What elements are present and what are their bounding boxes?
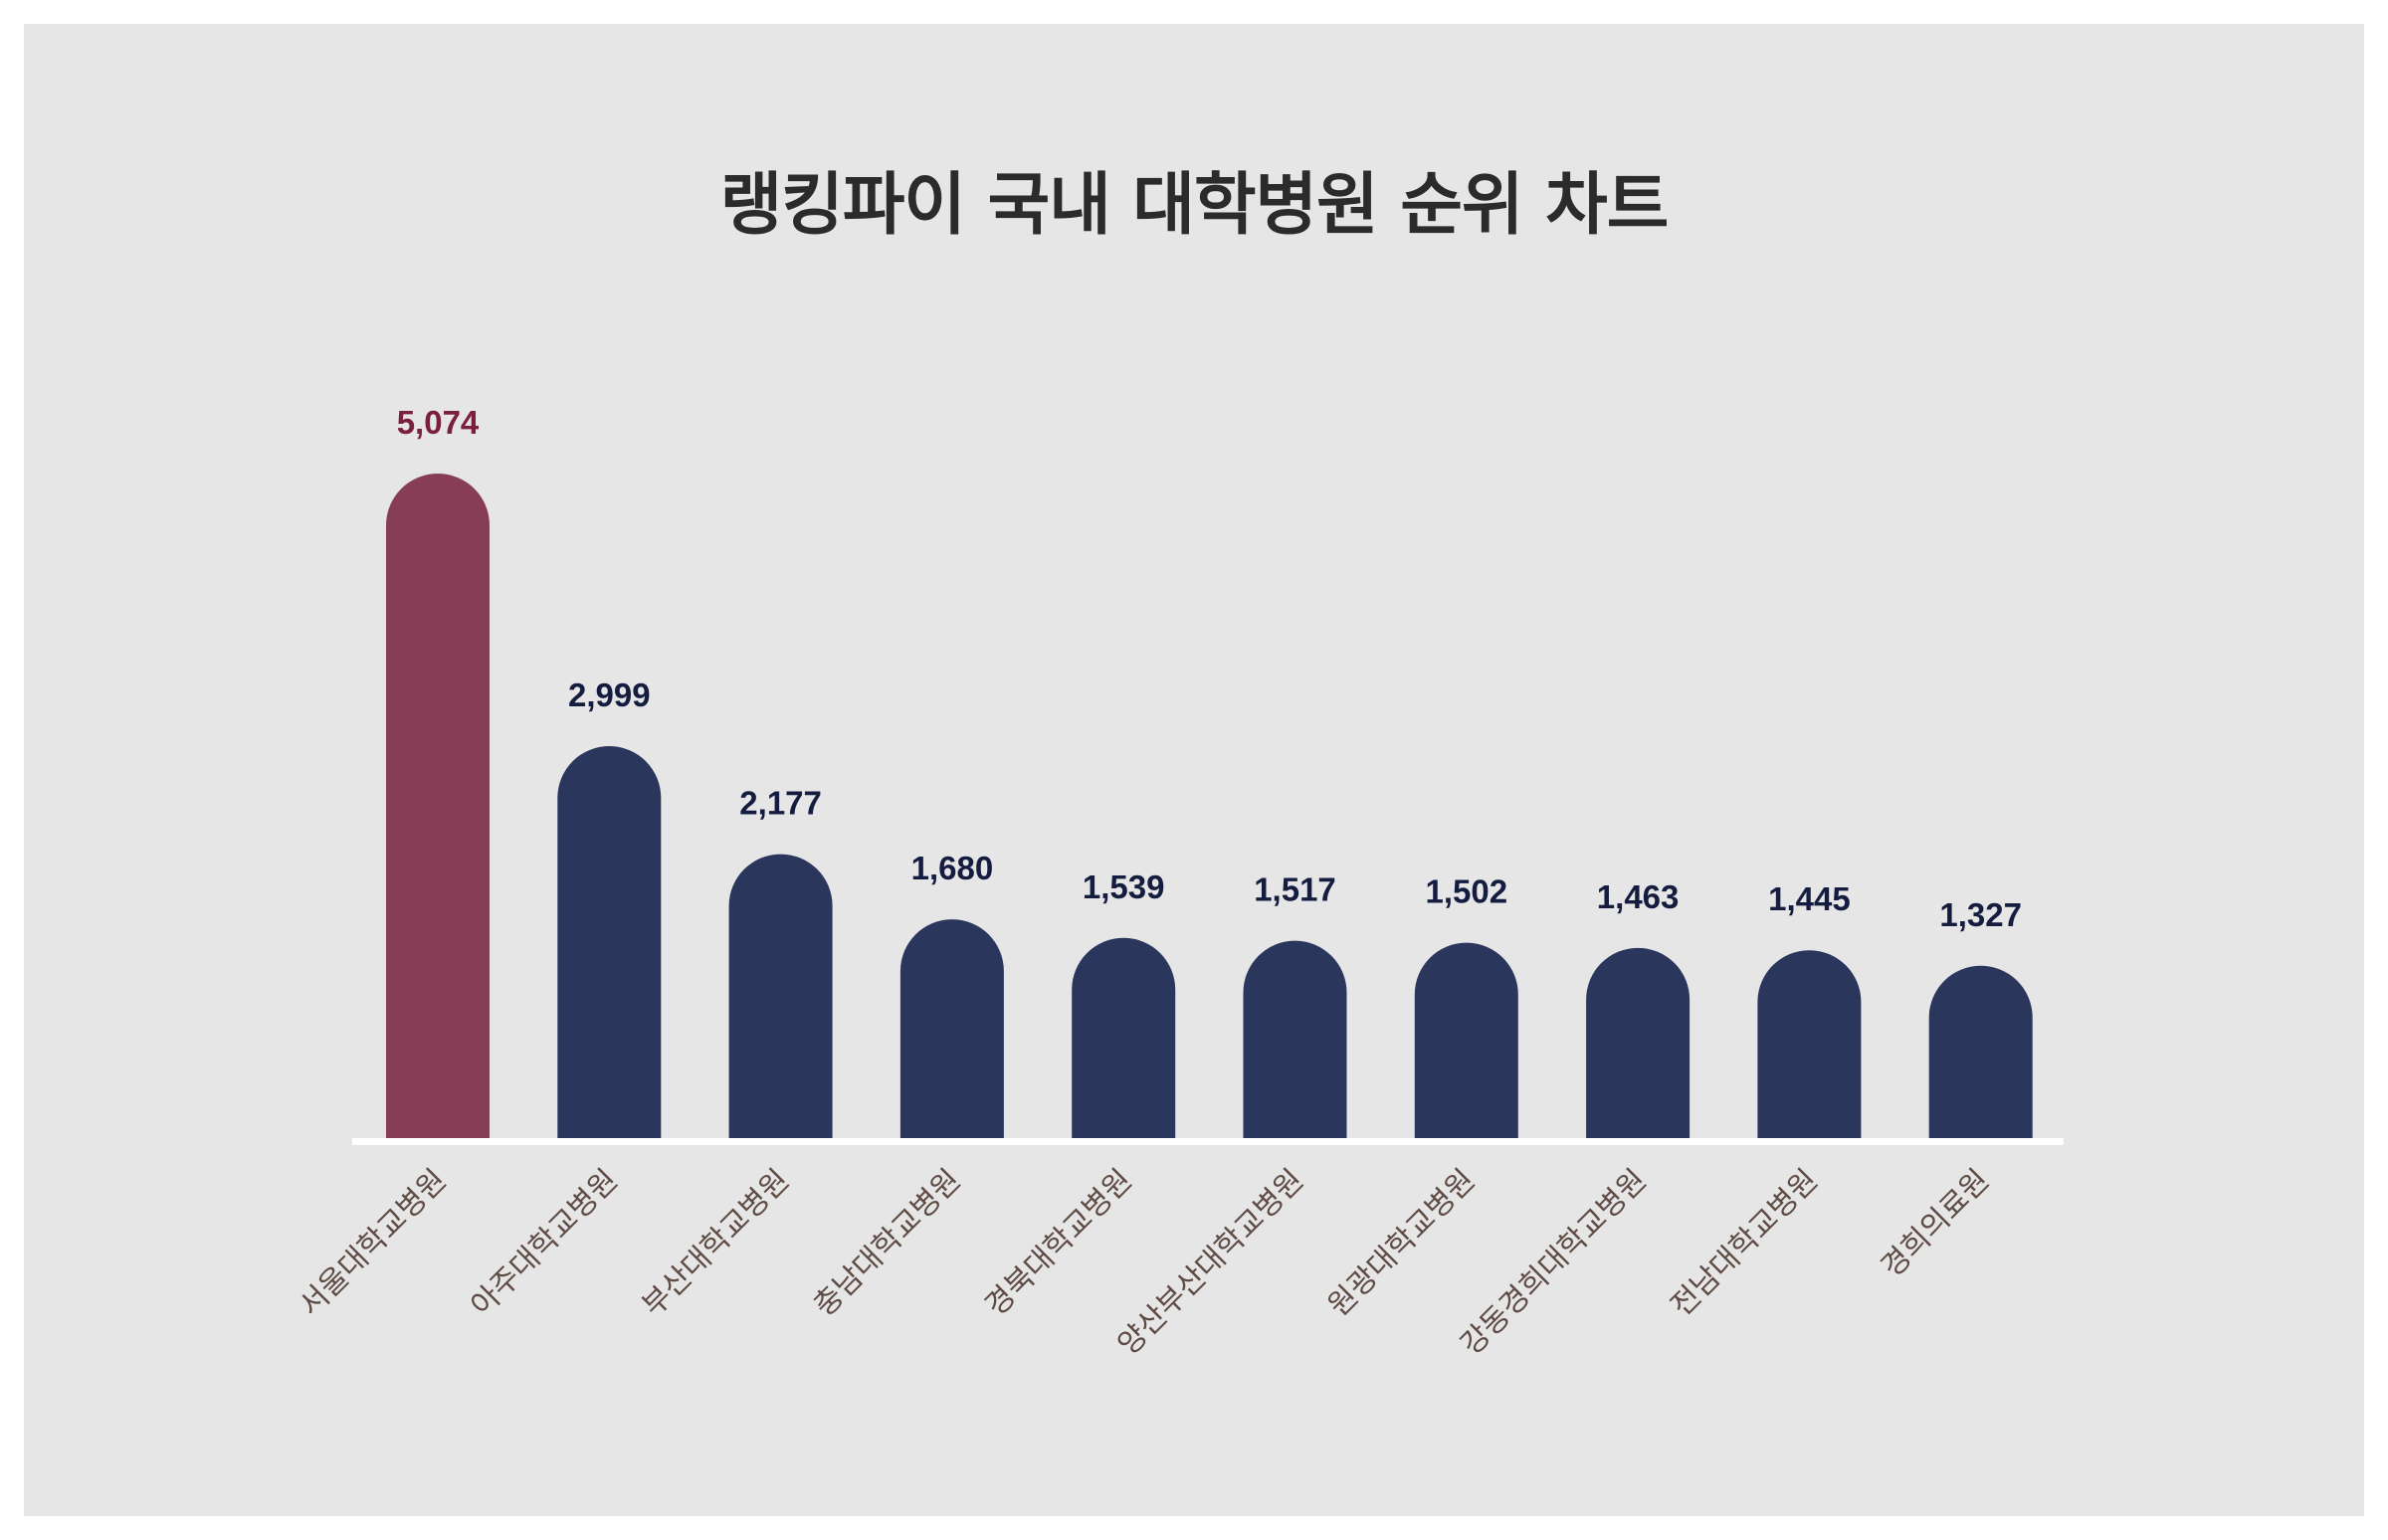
x-tick-label-8: 강동경희대학교병원 xyxy=(1454,1163,1653,1362)
x-tick-label-5: 경북대학교병원 xyxy=(978,1163,1138,1323)
bar-6 xyxy=(1243,940,1347,1140)
value-label-5: 1,539 xyxy=(1083,868,1165,905)
x-tick-label-3: 부산대학교병원 xyxy=(636,1163,796,1323)
bar-2 xyxy=(557,745,662,1140)
bar-1 xyxy=(386,474,490,1140)
bar-10 xyxy=(1928,965,2033,1140)
bar-5 xyxy=(1072,937,1176,1140)
bar-3 xyxy=(728,854,833,1140)
value-label-3: 2,177 xyxy=(739,785,822,822)
bar-9 xyxy=(1757,950,1862,1140)
chart-title: 랭킹파이 국내 대학병원 순위 차트 xyxy=(719,166,1670,245)
x-tick-label-10: 경희의료원 xyxy=(1875,1163,1996,1284)
value-label-6: 1,517 xyxy=(1254,871,1336,908)
value-label-8: 1,463 xyxy=(1597,878,1680,915)
value-label-1: 5,074 xyxy=(397,404,480,441)
value-label-4: 1,680 xyxy=(911,850,994,886)
x-tick-label-4: 충남대학교병원 xyxy=(807,1163,967,1323)
value-label-7: 1,502 xyxy=(1426,873,1508,910)
x-tick-label-2: 아주대학교병원 xyxy=(465,1163,625,1323)
bar-4 xyxy=(899,919,1004,1140)
bar-8 xyxy=(1586,947,1691,1140)
value-label-9: 1,445 xyxy=(1768,880,1851,917)
value-label-10: 1,327 xyxy=(1939,896,2022,933)
x-tick-label-7: 원광대학교병원 xyxy=(1321,1163,1482,1323)
value-label-2: 2,999 xyxy=(568,676,651,713)
x-tick-label-6: 양산부산대학교병원 xyxy=(1111,1163,1310,1362)
bar-7 xyxy=(1414,942,1518,1140)
x-tick-label-9: 전남대학교병원 xyxy=(1665,1163,1825,1323)
x-axis-baseline xyxy=(352,1138,2064,1145)
x-tick-label-1: 서울대학교병원 xyxy=(293,1163,453,1323)
